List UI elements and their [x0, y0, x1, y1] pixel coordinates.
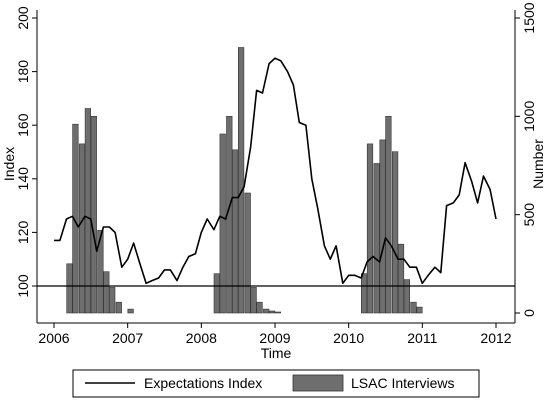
- y-left-tick-label: 100: [15, 274, 31, 298]
- bar: [103, 271, 110, 314]
- bar: [78, 143, 86, 314]
- bar: [72, 123, 79, 314]
- bar: [274, 311, 282, 314]
- bar: [84, 108, 91, 314]
- y-right-tick-label: 500: [521, 203, 537, 227]
- bar: [268, 310, 276, 314]
- bar: [238, 47, 245, 314]
- y-left-tick-label: 140: [15, 167, 31, 191]
- legend-box: [72, 369, 480, 398]
- x-tick-label: 2006: [38, 330, 69, 346]
- bar: [410, 301, 417, 314]
- y-left-tick-label: 180: [15, 60, 31, 84]
- bar: [109, 287, 116, 314]
- bar: [385, 116, 392, 314]
- legend-bar-swatch: [292, 374, 344, 392]
- axes-layer: 100 120 140 160 180 200 0 500 1000 1500 2006 2007 20…: [15, 2, 537, 346]
- bar: [232, 149, 239, 314]
- bar: [416, 306, 423, 314]
- x-tick-label: 2011: [407, 330, 437, 346]
- y-right-tick-label: 1000: [521, 101, 537, 132]
- expectations-index-line: [54, 57, 497, 285]
- bar: [219, 133, 226, 314]
- bar: [250, 287, 257, 314]
- y-right-tick-label: 0: [521, 309, 537, 317]
- bar: [66, 263, 73, 314]
- y-right-axis-title: Number: [530, 139, 546, 189]
- y-right-tick-label: 1500: [521, 2, 537, 33]
- bar: [373, 163, 380, 314]
- x-tick-label: 2007: [112, 330, 143, 346]
- bar: [127, 308, 134, 314]
- y-left-axis-title: Index: [1, 147, 17, 181]
- bar: [90, 116, 97, 314]
- bar: [263, 308, 270, 314]
- x-axis-title: Time: [261, 345, 292, 361]
- bar: [213, 273, 220, 314]
- bar: [115, 301, 122, 314]
- bar: [366, 143, 374, 314]
- bars-layer: [66, 47, 423, 314]
- x-tick-label: 2009: [259, 330, 290, 346]
- plot-area: [37, 10, 515, 323]
- bar: [360, 273, 368, 314]
- legend-label-expectations: Expectations Index: [144, 375, 262, 391]
- x-tick-label: 2008: [186, 330, 217, 346]
- y-left-tick-label: 120: [15, 221, 31, 245]
- legend-label-lsac: LSAC Interviews: [351, 375, 454, 391]
- x-tick-label: 2012: [480, 330, 511, 346]
- bar: [97, 230, 104, 314]
- x-tick-label: 2010: [333, 330, 364, 346]
- legend: Expectations Index LSAC Interviews: [72, 369, 480, 398]
- y-left-tick-label: 160: [15, 113, 31, 137]
- bar: [403, 279, 411, 314]
- bar: [256, 301, 263, 314]
- bar: [379, 139, 386, 314]
- y-left-tick-label: 200: [15, 6, 31, 30]
- line-layer: [54, 57, 497, 285]
- bar: [391, 151, 399, 314]
- bar: [244, 192, 251, 314]
- bar: [397, 243, 405, 314]
